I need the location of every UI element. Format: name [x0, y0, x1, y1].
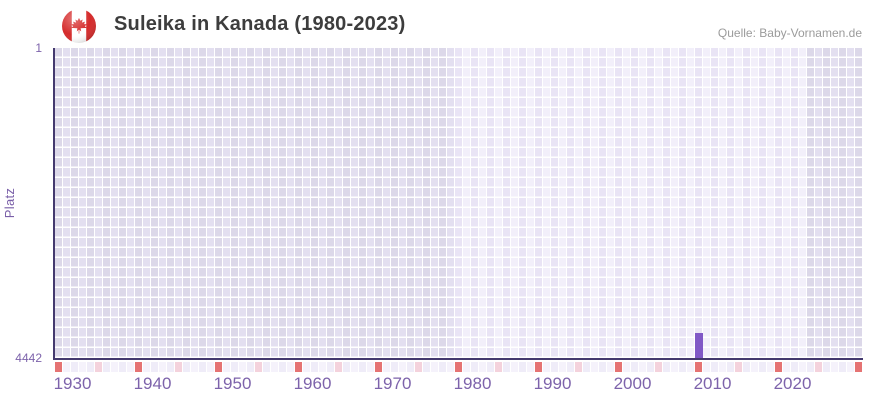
x-tick-label: 1960	[293, 374, 332, 393]
decade-marker-2030	[855, 362, 862, 372]
decade-marker-1970	[375, 362, 382, 372]
platz-bar-2010	[695, 333, 703, 358]
plot-area	[53, 48, 863, 372]
decade-marker-1950	[215, 362, 222, 372]
canada-flag-icon	[62, 9, 96, 43]
x-tick-label: 1990	[533, 374, 572, 393]
decade-marker-2020	[775, 362, 782, 372]
half-decade-marker-1935	[95, 362, 102, 372]
x-tick-label: 1930	[53, 374, 92, 393]
x-axis-line	[53, 358, 863, 360]
decade-marker-1940	[135, 362, 142, 372]
decade-marker-1980	[455, 362, 462, 372]
half-decade-marker-1985	[495, 362, 502, 372]
axis-marker-strip	[55, 362, 863, 372]
half-decade-marker-2015	[735, 362, 742, 372]
page-title: Suleika in Kanada (1980-2023)	[114, 13, 406, 35]
y-axis-line	[53, 48, 55, 360]
half-decade-marker-1975	[415, 362, 422, 372]
y-tick-bottom: 4442	[15, 351, 42, 365]
x-tick-label: 1950	[213, 374, 252, 393]
x-tick-label: 1970	[373, 374, 412, 393]
x-tick-label: 1980	[453, 374, 492, 393]
decade-marker-2000	[615, 362, 622, 372]
x-tick-label: 2020	[773, 374, 812, 393]
grid-region-data-period	[455, 48, 807, 358]
decade-marker-1930	[55, 362, 62, 372]
half-decade-marker-1965	[335, 362, 342, 372]
x-tick-label: 2000	[613, 374, 652, 393]
x-axis-tick-labels: 1930 1940 1950 1960 1970 1980 1990 2000 2010 2020	[54, 374, 863, 398]
y-tick-top: 1	[35, 41, 42, 55]
half-decade-marker-2025	[815, 362, 822, 372]
decade-marker-1990	[535, 362, 542, 372]
grid-region-before-period	[55, 48, 455, 358]
half-decade-marker-1995	[575, 362, 582, 372]
x-tick-label: 1940	[133, 374, 172, 393]
source-credit: Quelle: Baby-Vornamen.de	[717, 26, 862, 40]
x-tick-label: 2010	[693, 374, 732, 393]
decade-marker-2010	[695, 362, 702, 372]
half-decade-marker-1955	[255, 362, 262, 372]
y-axis-label: Platz	[2, 187, 17, 219]
half-decade-marker-2005	[655, 362, 662, 372]
grid-region-after-period	[807, 48, 863, 358]
half-decade-marker-1945	[175, 362, 182, 372]
decade-marker-1960	[295, 362, 302, 372]
